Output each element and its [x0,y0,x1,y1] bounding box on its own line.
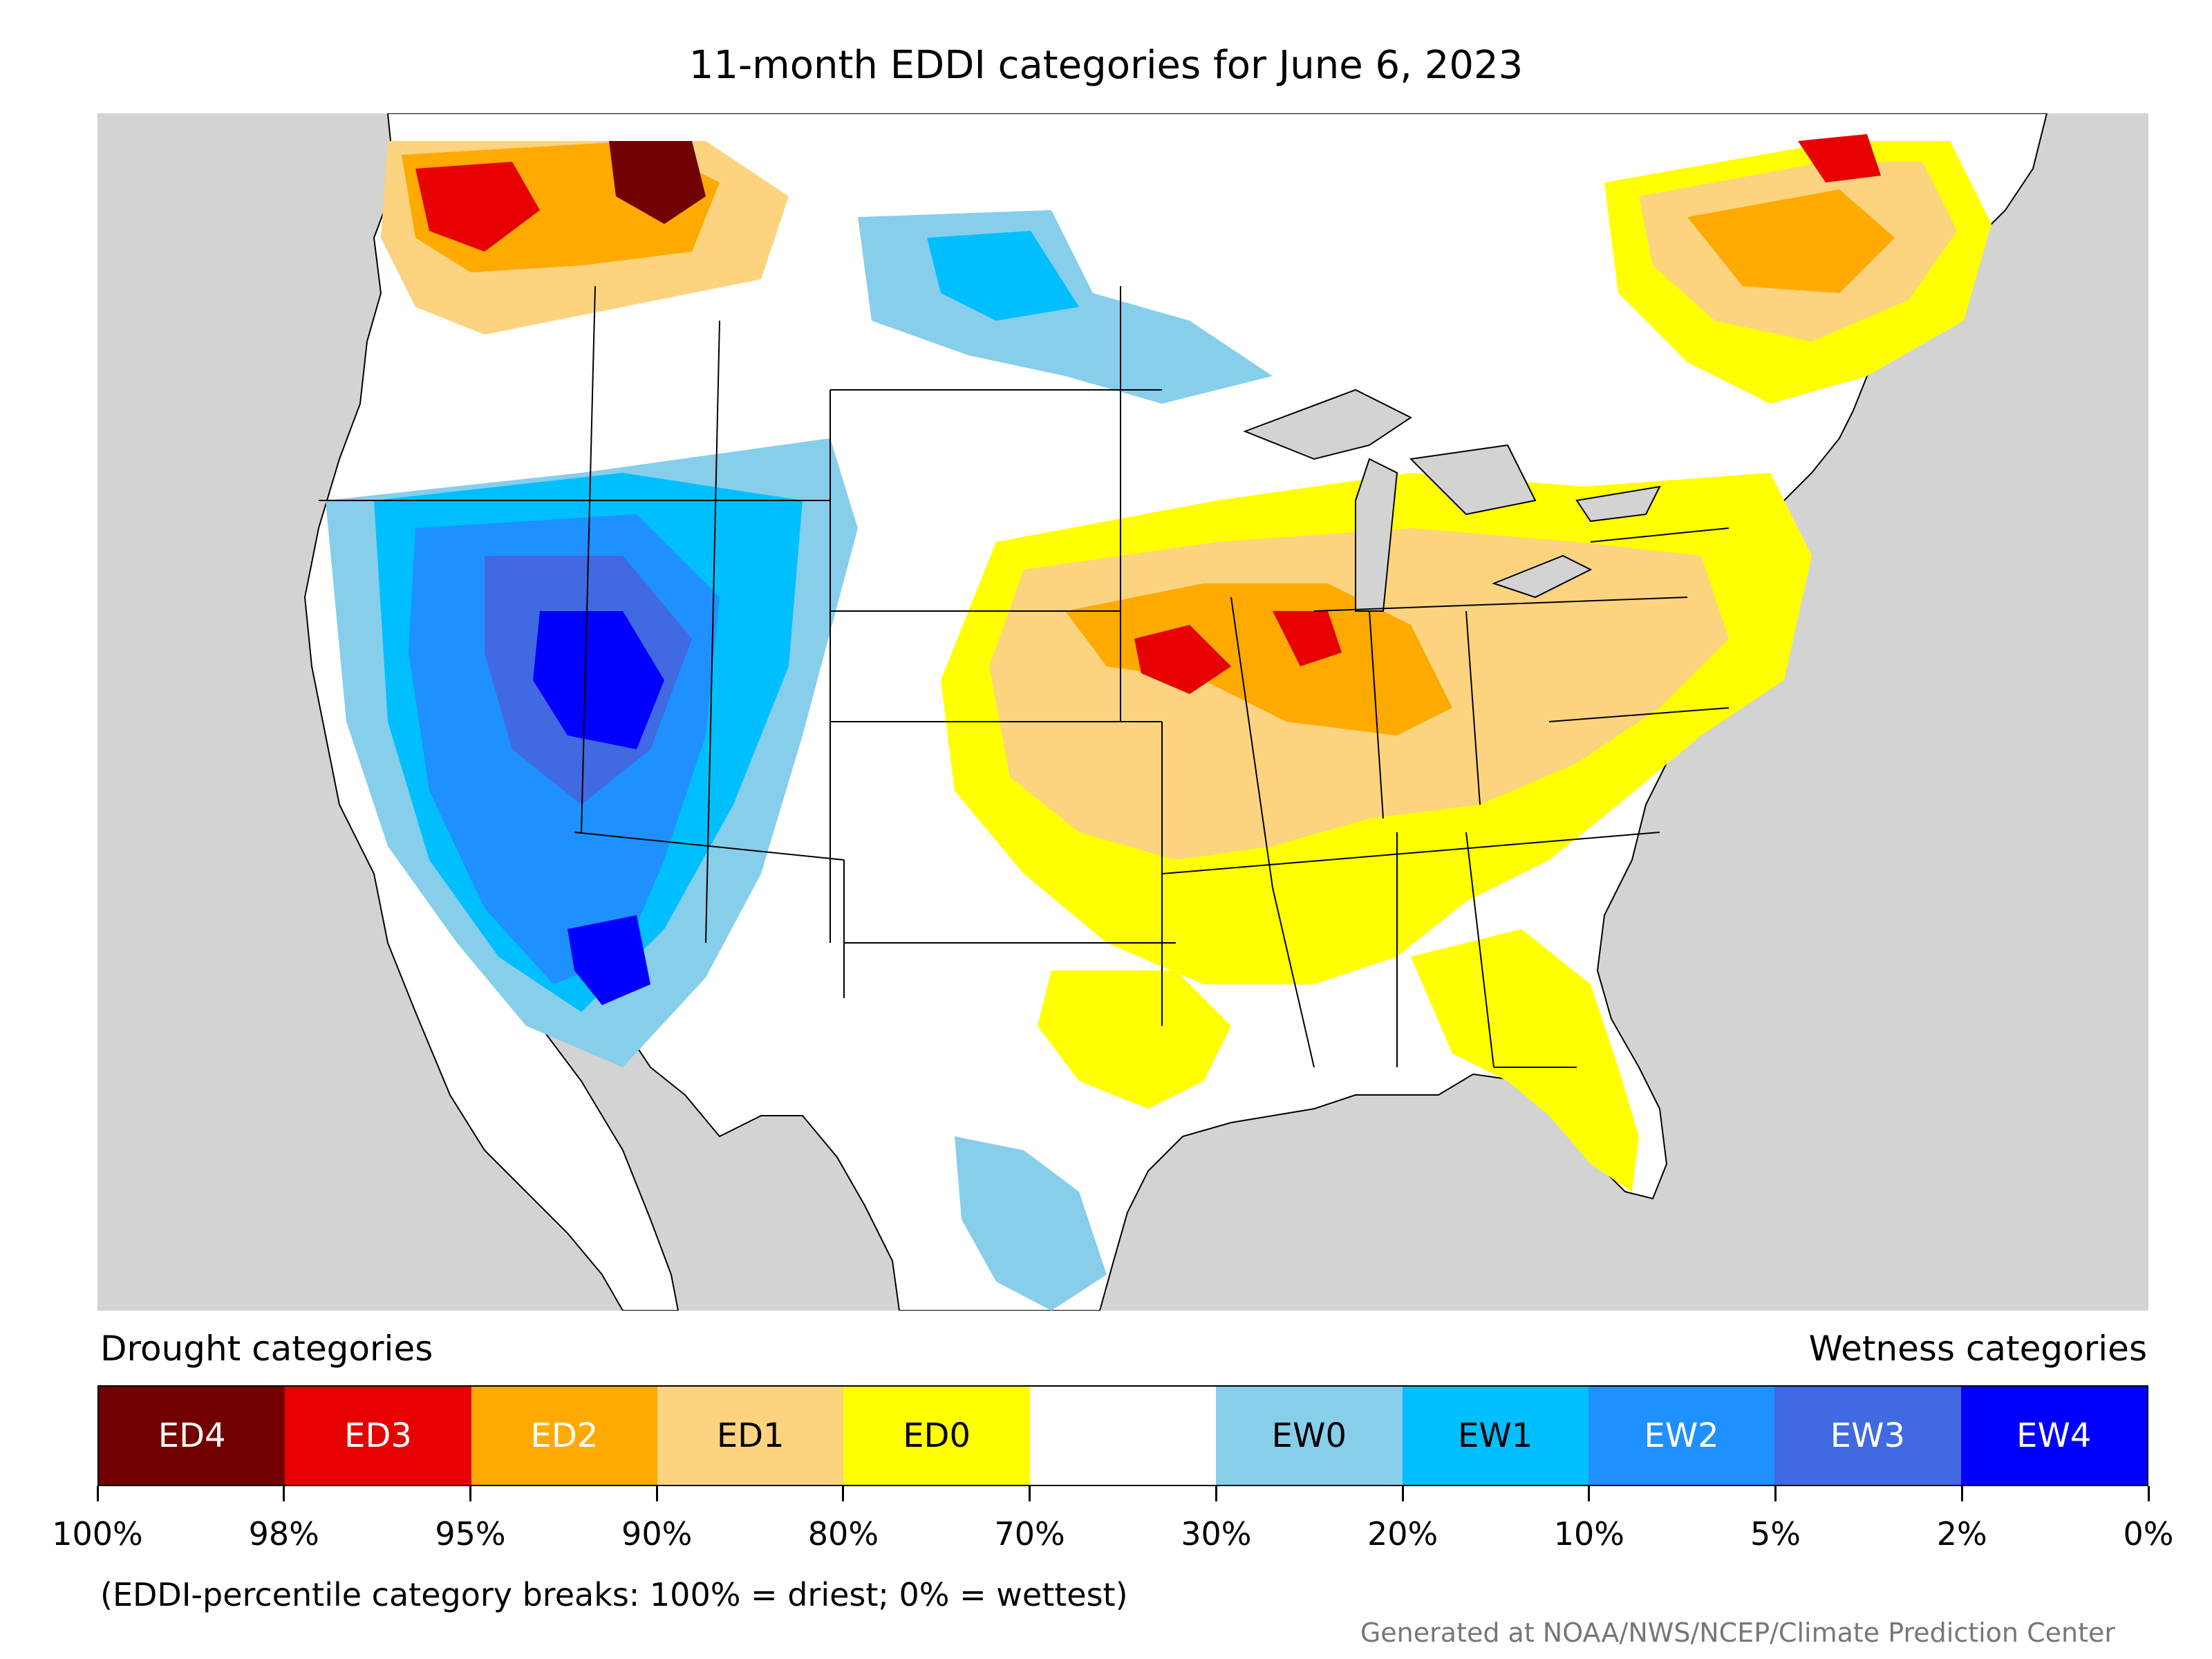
colorbar-tick-label: 70% [994,1515,1065,1553]
colorbar-tick-label: 90% [621,1515,693,1553]
colorbar-cell: ED2 [471,1387,658,1485]
colorbar-tick-label: 95% [435,1515,506,1553]
colorbar-tick-label: 80% [807,1515,879,1553]
colorbar-cell: ED1 [657,1387,844,1485]
category-note: (EDDI-percentile category breaks: 100% =… [100,1576,1128,1613]
colorbar-cell: EW2 [1588,1387,1775,1485]
colorbar-tick-label: 30% [1181,1515,1252,1553]
map-title: 11-month EDDI categories for June 6, 202… [688,43,1524,88]
colorbar-tick [1029,1486,1031,1501]
drought-region-ed2 [1065,583,1452,735]
colorbar-tick-label: 0% [2123,1515,2174,1553]
colorbar-tick [1401,1486,1404,1501]
colorbar-tick [1960,1486,1963,1501]
colorbar-cell: ED4 [99,1387,285,1485]
colorbar-cell: EW3 [1774,1387,1961,1485]
colorbar-tick-label: 2% [1936,1515,1987,1553]
state-borders [319,285,1730,1068]
colorbar-tick [842,1486,845,1501]
colorbar-cell: EW1 [1402,1387,1588,1485]
colorbar-cell [1029,1387,1217,1485]
colorbar-tick [1774,1486,1777,1501]
wet-region-ew4 [533,611,664,749]
credit-line: Generated at NOAA/NWS/NCEP/Climate Predi… [1360,1618,2115,1648]
wetness-categories-heading: Wetness categories [1808,1329,2147,1369]
colorbar-tick-label: 100% [52,1515,143,1553]
colorbar-tick-label: 98% [248,1515,319,1553]
colorbar-tick [96,1486,99,1501]
colorbar-cell: ED3 [285,1387,471,1485]
colorbar: ED4 ED3 ED2 ED1 ED0 EW0 EW1 EW2 EW3 EW4 [97,1385,2148,1486]
drought-region-northeast-ed3 [1798,134,1881,182]
drought-region-texas [1038,971,1231,1109]
colorbar-tick [1215,1486,1217,1501]
drought-region-northeast-ed2 [1687,189,1895,293]
colorbar-tick [2147,1486,2150,1501]
colorbar-tick-label: 10% [1553,1515,1624,1553]
colorbar-tick-label: 5% [1750,1515,1801,1553]
colorbar-tick [469,1486,471,1501]
colorbar-cell: EW0 [1216,1387,1403,1485]
eddi-map [97,113,2148,1311]
colorbar-tick [1588,1486,1591,1501]
drought-region-nw-ed4 [609,141,706,224]
colorbar-tick-label: 20% [1367,1515,1438,1553]
colorbar-cell: ED0 [843,1387,1030,1485]
drought-region-ed3-b [1273,611,1342,666]
drought-region-southeast [1411,929,1639,1192]
drought-categories-heading: Drought categories [100,1329,433,1369]
drought-region-nw-ed3 [415,162,540,252]
drought-region-ed3 [1134,625,1231,694]
colorbar-cell: EW4 [1960,1387,2147,1485]
wet-region-north-ew1 [927,231,1079,321]
colorbar-tick [283,1486,285,1501]
colorbar-tick [655,1486,658,1501]
wet-region-ew4-sw [568,915,650,1005]
colorbar-ticks [96,1486,2150,1507]
wet-region-texas [955,1136,1107,1311]
